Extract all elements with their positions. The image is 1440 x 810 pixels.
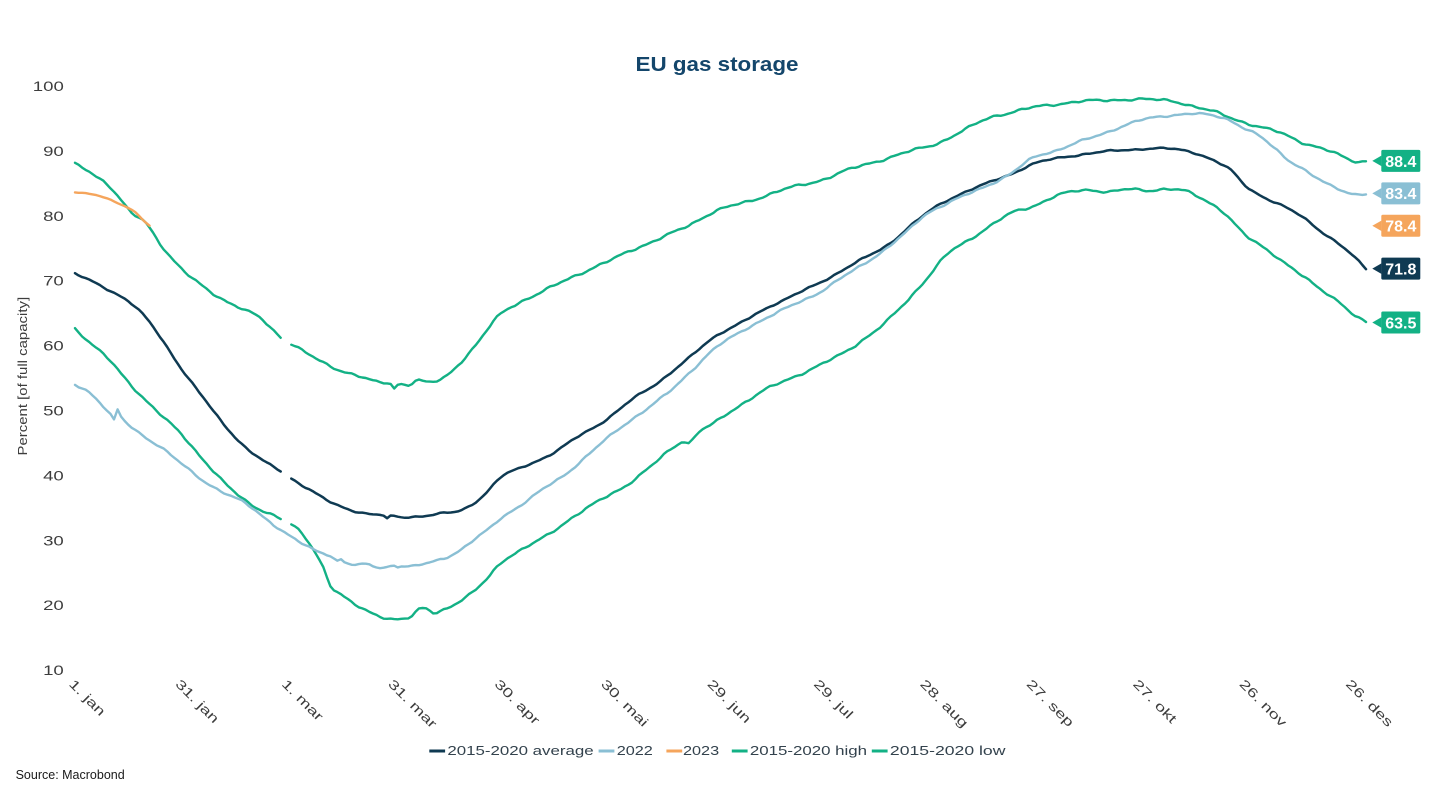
svg-text:30: 30 <box>43 533 64 548</box>
svg-text:60: 60 <box>43 339 64 354</box>
svg-text:40: 40 <box>43 469 64 484</box>
svg-text:71.8: 71.8 <box>1385 262 1416 279</box>
svg-text:83.4: 83.4 <box>1385 186 1416 203</box>
svg-text:88.4: 88.4 <box>1385 154 1416 171</box>
svg-text:2023: 2023 <box>683 744 719 758</box>
svg-text:10: 10 <box>43 663 64 678</box>
svg-text:80: 80 <box>43 209 64 224</box>
svg-text:90: 90 <box>43 144 64 159</box>
svg-text:78.4: 78.4 <box>1385 219 1416 236</box>
svg-text:2015-2020 average: 2015-2020 average <box>447 745 593 758</box>
svg-text:20: 20 <box>43 598 64 613</box>
svg-text:2022: 2022 <box>617 744 653 758</box>
svg-text:63.5: 63.5 <box>1385 315 1416 332</box>
svg-text:70: 70 <box>43 274 64 289</box>
svg-text:Source: Macrobond: Source: Macrobond <box>16 768 125 782</box>
svg-text:Percent [of full capacity]: Percent [of full capacity] <box>15 297 30 456</box>
svg-text:2015-2020 low: 2015-2020 low <box>890 744 1007 758</box>
svg-text:2015-2020 high: 2015-2020 high <box>750 745 867 758</box>
svg-text:100: 100 <box>33 79 64 94</box>
svg-text:50: 50 <box>43 404 64 419</box>
svg-text:EU gas storage: EU gas storage <box>636 54 799 76</box>
